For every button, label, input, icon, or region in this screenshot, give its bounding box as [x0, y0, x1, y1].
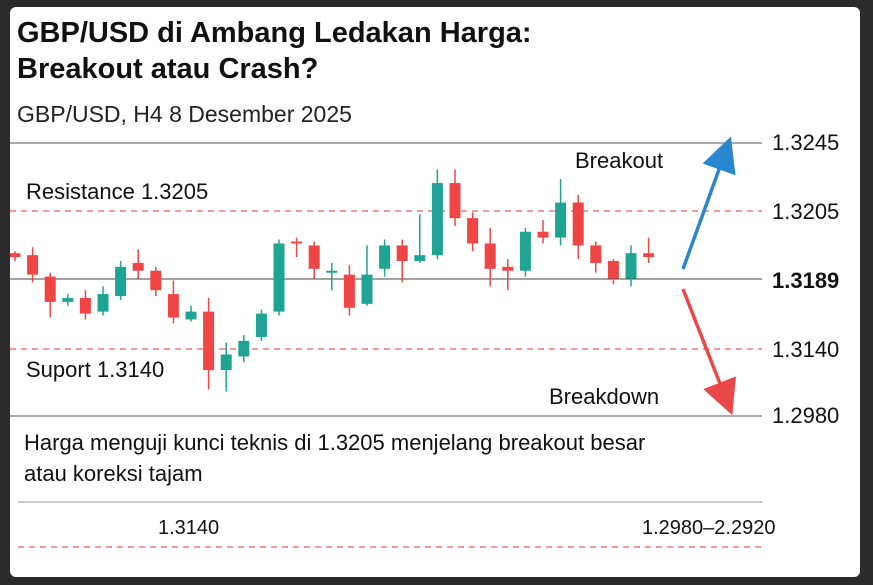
candle-body [643, 253, 655, 258]
candle-body [414, 255, 426, 261]
candle-body [255, 313, 267, 337]
candle-body [273, 243, 285, 312]
y-tick-2: 1.3205 [772, 199, 839, 224]
candles-group [10, 169, 655, 392]
candle-body [167, 294, 179, 318]
candle-body [502, 266, 514, 271]
candle-body [343, 274, 355, 308]
candle-body [361, 274, 373, 304]
candle-body [132, 262, 144, 271]
support-label: Suport 1.3140 [26, 357, 164, 382]
candle-body [308, 245, 320, 269]
breakdown-arrow [681, 288, 736, 416]
candle-body [62, 298, 74, 302]
candle-body [572, 202, 584, 246]
breakdown-label: Breakdown [549, 384, 659, 409]
candle-body [537, 231, 549, 238]
candle-body [431, 183, 443, 256]
candle-body [203, 311, 215, 371]
candle-body [379, 245, 391, 269]
candle-body [44, 276, 56, 302]
candle-body [519, 231, 531, 271]
candle-body [10, 253, 21, 258]
candle-body [555, 202, 567, 238]
candlestick-chart: 1.3245 1.3205 1.3189 1.3140 1.2980 Resis… [10, 130, 839, 548]
candle-body [97, 294, 109, 312]
chart-title: GBP/USD di Ambang Ledakan Harga: Breakou… [17, 17, 532, 85]
breakout-label: Breakout [575, 148, 663, 173]
y-tick-1: 1.3245 [772, 130, 839, 155]
candle-body [396, 245, 408, 261]
candle-body [467, 218, 479, 244]
candle-body [27, 255, 39, 275]
resistance-label: Resistance 1.3205 [26, 179, 208, 204]
chart-subtitle: GBP/USD, H4 8 Desember 2025 [17, 101, 352, 127]
chart-caption: Harga menguji kunci teknis di 1.3205 men… [24, 430, 646, 486]
candle-body [590, 245, 602, 263]
candle-body [185, 311, 197, 320]
candle-body [150, 270, 162, 291]
breakout-arrow [681, 136, 736, 270]
candle-body [238, 340, 250, 357]
candle-body [79, 298, 91, 314]
candle-body [326, 270, 338, 273]
candle-body [291, 241, 303, 244]
candle-body [220, 354, 232, 371]
y-tick-4: 1.3140 [772, 337, 839, 362]
candle-body [484, 243, 496, 269]
y-tick-5: 1.2980 [772, 403, 839, 428]
y-tick-3: 1.3189 [772, 268, 839, 293]
chart-card: GBP/USD di Ambang Ledakan Harga: Breakou… [10, 7, 860, 577]
candle-body [625, 253, 637, 279]
candle-body [115, 266, 127, 297]
footer-left-value: 1.3140 [158, 517, 220, 539]
footer-right-value: 1.2980–2.2920 [642, 517, 776, 539]
candle-body [607, 260, 619, 279]
candle-body [449, 183, 461, 219]
